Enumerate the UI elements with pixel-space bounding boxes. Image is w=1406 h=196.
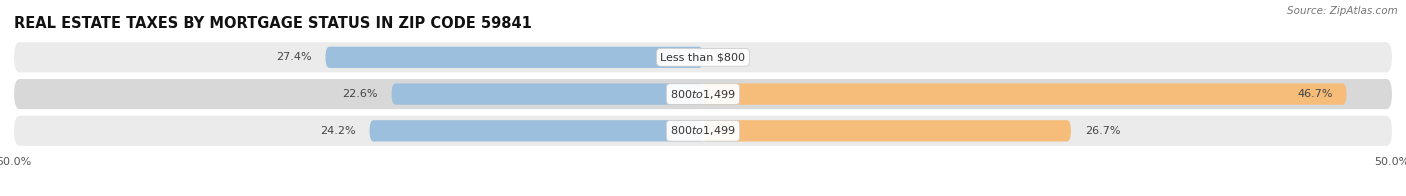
Text: 22.6%: 22.6% — [342, 89, 378, 99]
Text: Source: ZipAtlas.com: Source: ZipAtlas.com — [1286, 6, 1398, 16]
FancyBboxPatch shape — [703, 83, 1347, 105]
Text: 0.0%: 0.0% — [717, 52, 745, 62]
Text: 26.7%: 26.7% — [1084, 126, 1121, 136]
Text: $800 to $1,499: $800 to $1,499 — [671, 88, 735, 101]
FancyBboxPatch shape — [14, 79, 1392, 109]
Text: $800 to $1,499: $800 to $1,499 — [671, 124, 735, 137]
FancyBboxPatch shape — [370, 120, 703, 142]
Text: Less than $800: Less than $800 — [661, 52, 745, 62]
FancyBboxPatch shape — [392, 83, 703, 105]
Text: 27.4%: 27.4% — [276, 52, 312, 62]
Text: REAL ESTATE TAXES BY MORTGAGE STATUS IN ZIP CODE 59841: REAL ESTATE TAXES BY MORTGAGE STATUS IN … — [14, 16, 531, 31]
FancyBboxPatch shape — [325, 47, 703, 68]
Text: 46.7%: 46.7% — [1298, 89, 1333, 99]
Text: 24.2%: 24.2% — [321, 126, 356, 136]
FancyBboxPatch shape — [14, 42, 1392, 72]
FancyBboxPatch shape — [703, 120, 1071, 142]
FancyBboxPatch shape — [14, 116, 1392, 146]
